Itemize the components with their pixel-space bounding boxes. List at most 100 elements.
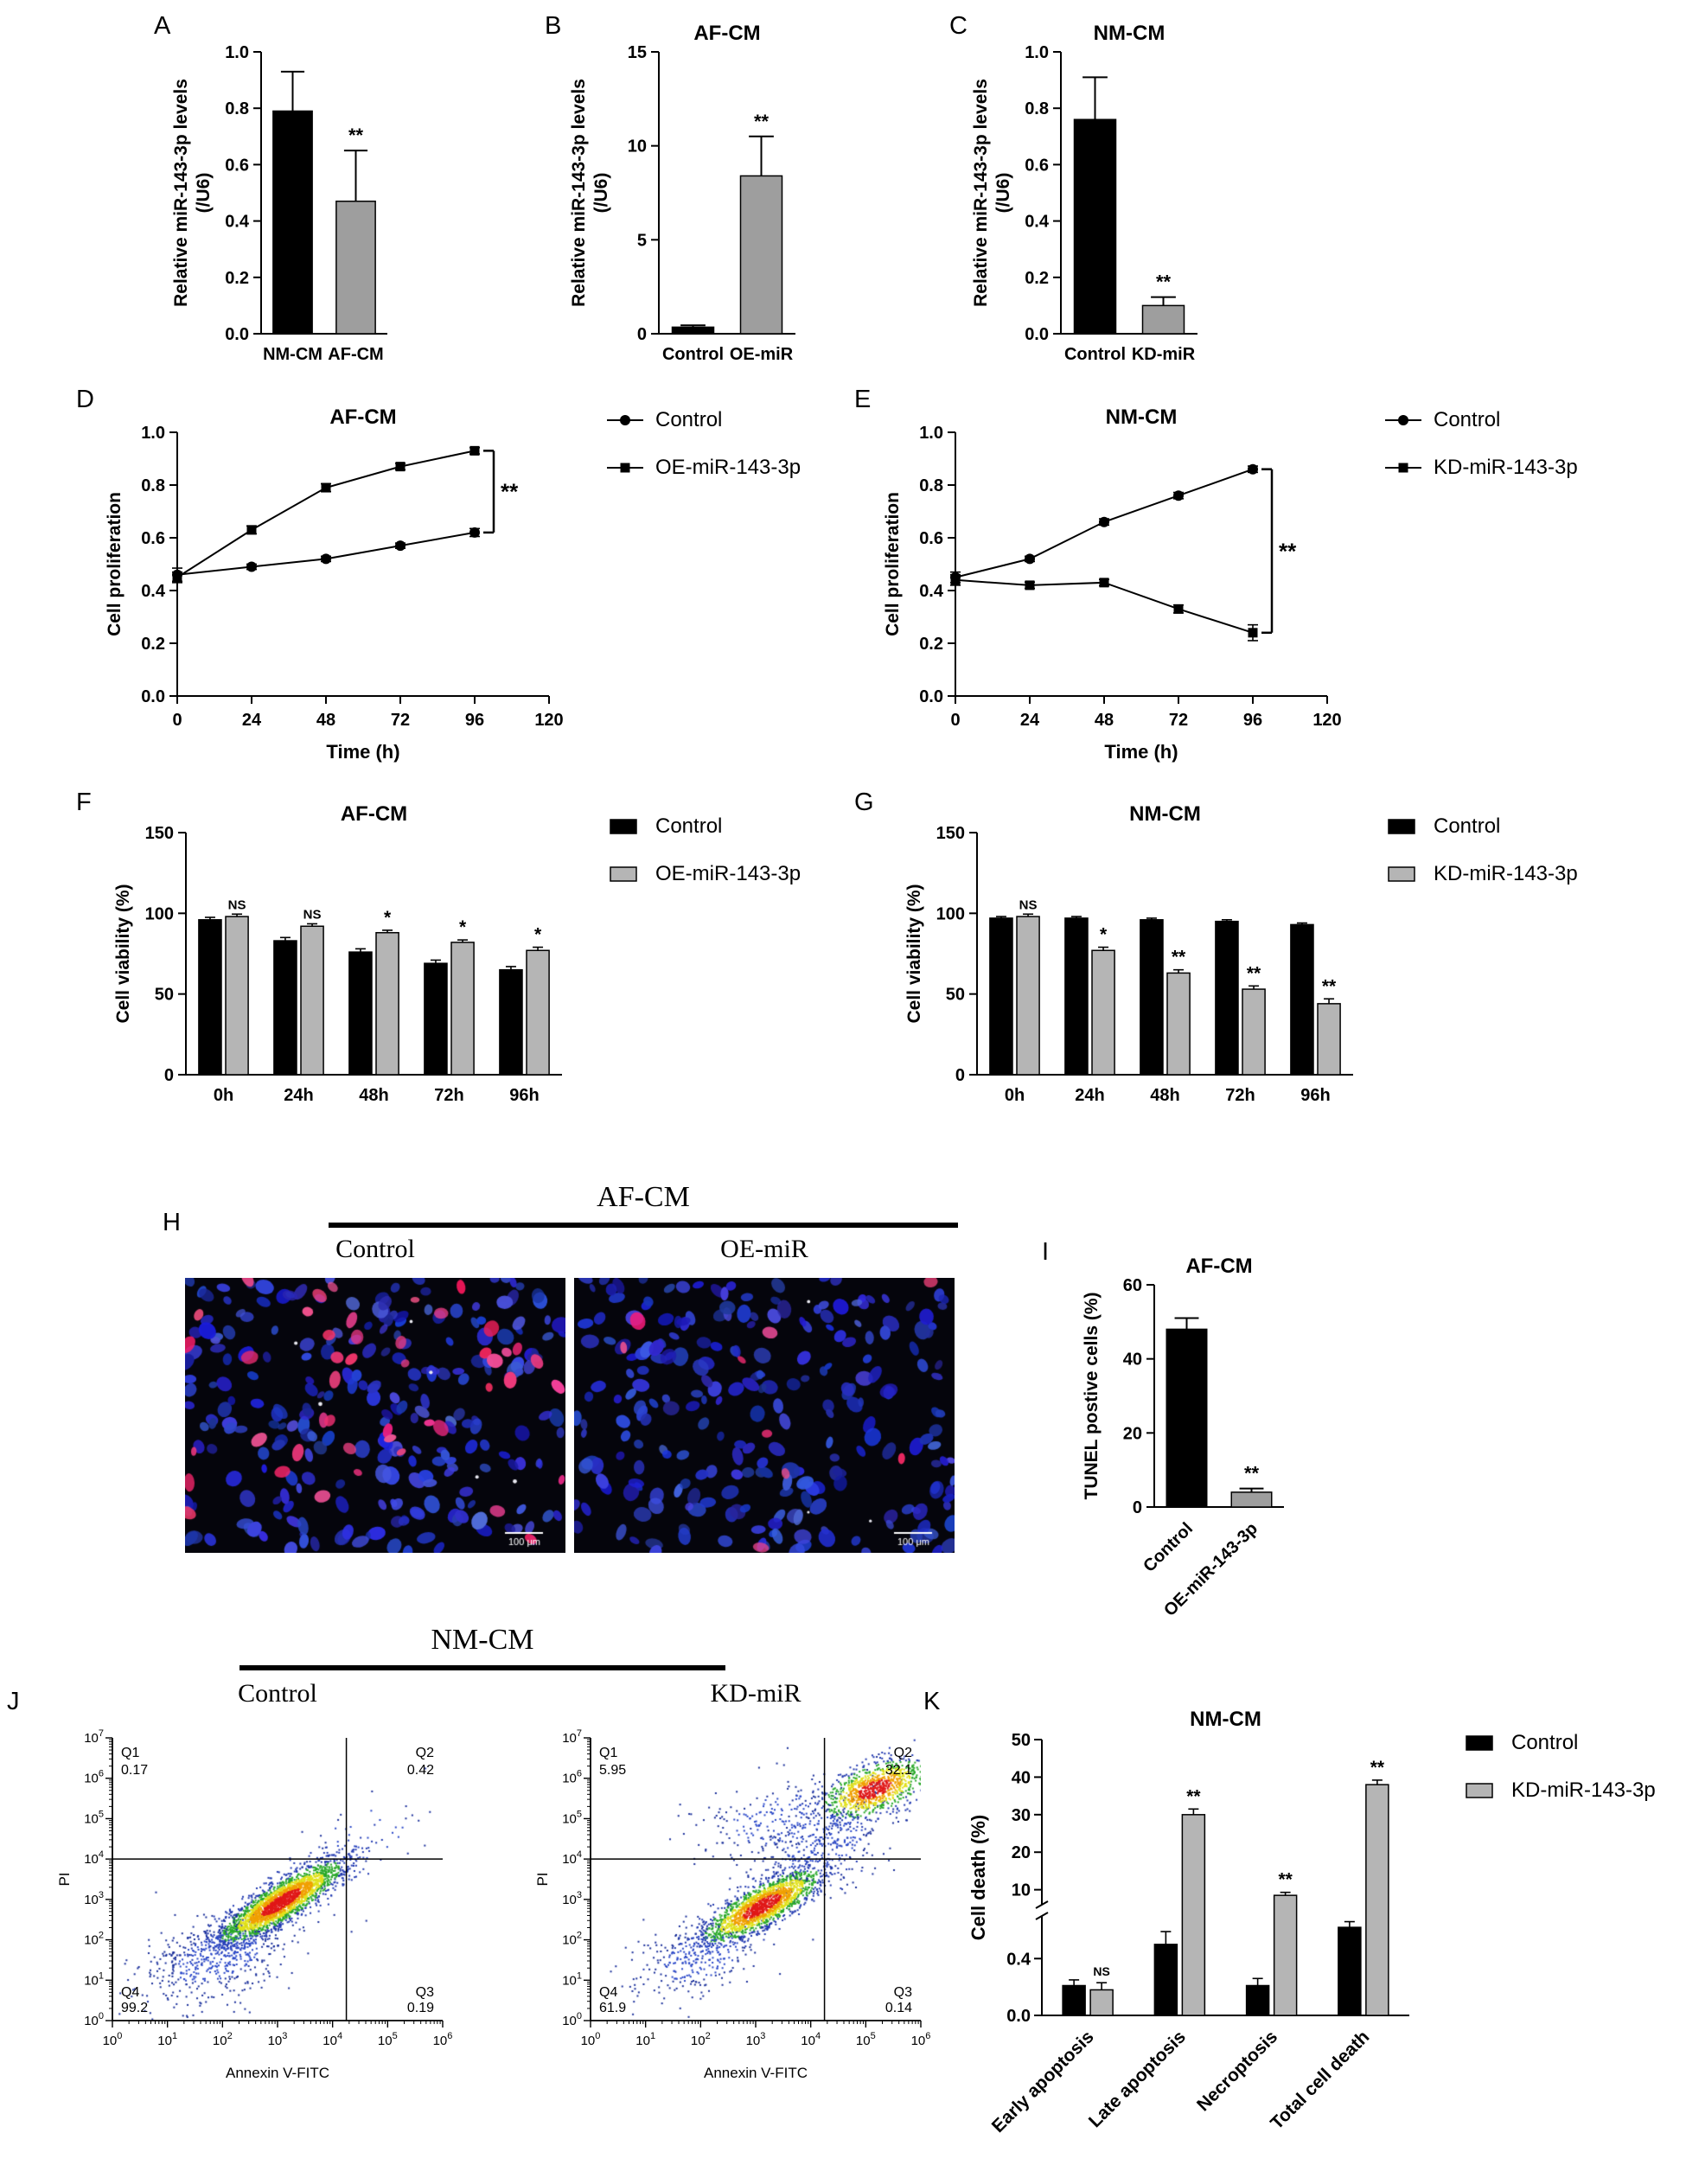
nmcm-header-underline	[239, 1665, 725, 1670]
svg-text:Cell proliferation: Cell proliferation	[883, 492, 903, 636]
svg-text:**: **	[754, 111, 770, 132]
svg-text:Control: Control	[1140, 1519, 1197, 1576]
svg-text:**: **	[348, 125, 364, 146]
svg-text:50: 50	[946, 986, 965, 1005]
svg-text:0h: 0h	[1005, 1086, 1025, 1105]
svg-text:Relative miR-143-3p levels: Relative miR-143-3p levels	[171, 79, 191, 307]
square-marker-icon	[607, 463, 643, 473]
svg-text:150: 150	[145, 824, 174, 843]
panel-label-i: I	[1042, 1238, 1050, 1266]
svg-text:24: 24	[242, 711, 262, 730]
svg-text:0.8: 0.8	[225, 99, 249, 118]
svg-text:0.2: 0.2	[141, 635, 165, 654]
legend-item-kd-mir: KD-miR-143-3p	[1383, 456, 1578, 480]
svg-text:**: **	[1247, 963, 1261, 983]
svg-text:0.2: 0.2	[919, 635, 943, 654]
svg-text:0.0: 0.0	[1025, 325, 1049, 344]
svg-text:AF-CM: AF-CM	[329, 406, 396, 429]
legend-item-oe-mir: OE-miR-143-3p	[605, 456, 801, 480]
svg-text:10: 10	[1012, 1881, 1031, 1900]
svg-text:99.2: 99.2	[121, 2001, 148, 2015]
svg-text:0.8: 0.8	[141, 476, 165, 495]
svg-text:NS: NS	[1019, 897, 1038, 912]
svg-text:(/U6): (/U6)	[993, 173, 1013, 214]
svg-text:0h: 0h	[214, 1086, 233, 1105]
svg-text:**: **	[1322, 976, 1337, 996]
svg-text:Time (h): Time (h)	[326, 741, 399, 763]
afcm-header-underline	[329, 1223, 958, 1228]
legend-panel-k: Control KD-miR-143-3p	[1461, 1731, 1656, 1803]
svg-text:96: 96	[1243, 711, 1262, 730]
svg-text:96: 96	[465, 711, 484, 730]
bar-chart-nmcm-kd-mir: 0.0 0.2 0.4 0.6 0.8 1.0 Relative miR-143-3p le…	[971, 22, 1197, 364]
svg-text:**: **	[1172, 948, 1186, 967]
flow-cytometry-plot-control: 100 101 102 103 104 105 106 107 100 101 102 103 104 1…	[48, 1722, 458, 2090]
svg-text:105: 105	[562, 1809, 582, 1826]
svg-text:101: 101	[635, 2031, 655, 2048]
svg-text:**: **	[1279, 538, 1297, 564]
svg-text:105: 105	[856, 2031, 876, 2048]
svg-text:101: 101	[157, 2031, 177, 2048]
svg-text:Cell viability (%): Cell viability (%)	[113, 884, 133, 1023]
svg-text:0.6: 0.6	[225, 156, 249, 175]
flow-points-canvas	[112, 1738, 443, 2021]
svg-text:20: 20	[1123, 1424, 1142, 1443]
svg-text:*: *	[384, 908, 392, 928]
svg-text:0: 0	[172, 711, 182, 730]
svg-text:Late apoptosis: Late apoptosis	[1085, 2027, 1190, 2131]
svg-text:15: 15	[628, 43, 647, 62]
svg-text:105: 105	[378, 2031, 398, 2048]
svg-text:0.6: 0.6	[1025, 156, 1049, 175]
svg-text:107: 107	[562, 1728, 582, 1746]
tunel-microscopy-control-image	[185, 1278, 565, 1553]
svg-text:20: 20	[1012, 1843, 1031, 1862]
svg-text:106: 106	[84, 1769, 104, 1786]
svg-text:*: *	[534, 925, 542, 945]
svg-text:106: 106	[433, 2031, 453, 2048]
legend-label: Control	[655, 814, 723, 838]
legend-label: KD-miR-143-3p	[1511, 1778, 1656, 1802]
svg-text:100: 100	[562, 2011, 582, 2028]
svg-text:Q3: Q3	[416, 1985, 434, 2000]
svg-text:72: 72	[391, 711, 410, 730]
svg-text:104: 104	[801, 2031, 821, 2048]
svg-text:0.6: 0.6	[919, 529, 943, 548]
grouped-bar-nmcm-viability: 0 50 100 150 Cell viability (%) NM-CM 0h NS 24h *…	[904, 802, 1353, 1105]
svg-text:0.2: 0.2	[1025, 269, 1049, 288]
microscopy-control-label: Control	[335, 1235, 415, 1263]
black-swatch-icon	[1466, 1735, 1493, 1751]
svg-text:72h: 72h	[434, 1086, 463, 1105]
panel-label-f: F	[76, 789, 92, 816]
flow-axes: 100 101 102 103 104 105 106 107 100 101 102 103 104 1…	[56, 1728, 453, 2081]
svg-text:Annexin V-FITC: Annexin V-FITC	[226, 2065, 329, 2081]
svg-text:106: 106	[911, 2031, 931, 2048]
legend-item-control: Control	[1461, 1731, 1656, 1755]
bar-chart-mir143-nm-vs-af: 0.0 0.2 0.4 0.6 0.8 1.0 Relative miR-143-3p le…	[171, 43, 387, 364]
svg-text:24: 24	[1020, 711, 1040, 730]
broken-bar-chart-cell-death: 0.0 0.4 10 20 30 40 50 Cell death (%) NM-CM Early…	[968, 1708, 1409, 2136]
svg-text:**: **	[1370, 1758, 1385, 1778]
svg-text:1.0: 1.0	[919, 424, 943, 443]
svg-text:0.4: 0.4	[1006, 1950, 1031, 1969]
svg-text:Q4: Q4	[599, 1985, 617, 2000]
svg-text:**: **	[1156, 271, 1172, 293]
panel-label-d: D	[76, 386, 94, 413]
svg-text:101: 101	[562, 1970, 582, 1988]
svg-text:32.1: 32.1	[885, 1763, 912, 1778]
gray-swatch-icon	[1466, 1783, 1493, 1798]
line-chart-nmcm-proliferation: 0.0 0.2 0.4 0.6 0.8 1.0 Cell proliferation 0 24 4…	[883, 406, 1342, 763]
svg-text:24h: 24h	[1075, 1086, 1104, 1105]
circle-marker-icon	[1385, 415, 1421, 425]
legend-label: OE-miR-143-3p	[655, 862, 801, 885]
svg-text:**: **	[1244, 1463, 1260, 1485]
svg-text:AF-CM: AF-CM	[328, 345, 383, 364]
svg-text:100: 100	[936, 904, 965, 923]
panel-label-g: G	[854, 789, 874, 816]
panel-label-j: J	[7, 1688, 20, 1715]
flow-points-canvas	[591, 1738, 921, 2021]
svg-text:Necroptosis: Necroptosis	[1193, 2027, 1281, 2115]
svg-text:Q1: Q1	[121, 1746, 139, 1760]
afcm-group-header: AF-CM	[597, 1181, 690, 1213]
panel-label-e: E	[854, 386, 872, 413]
